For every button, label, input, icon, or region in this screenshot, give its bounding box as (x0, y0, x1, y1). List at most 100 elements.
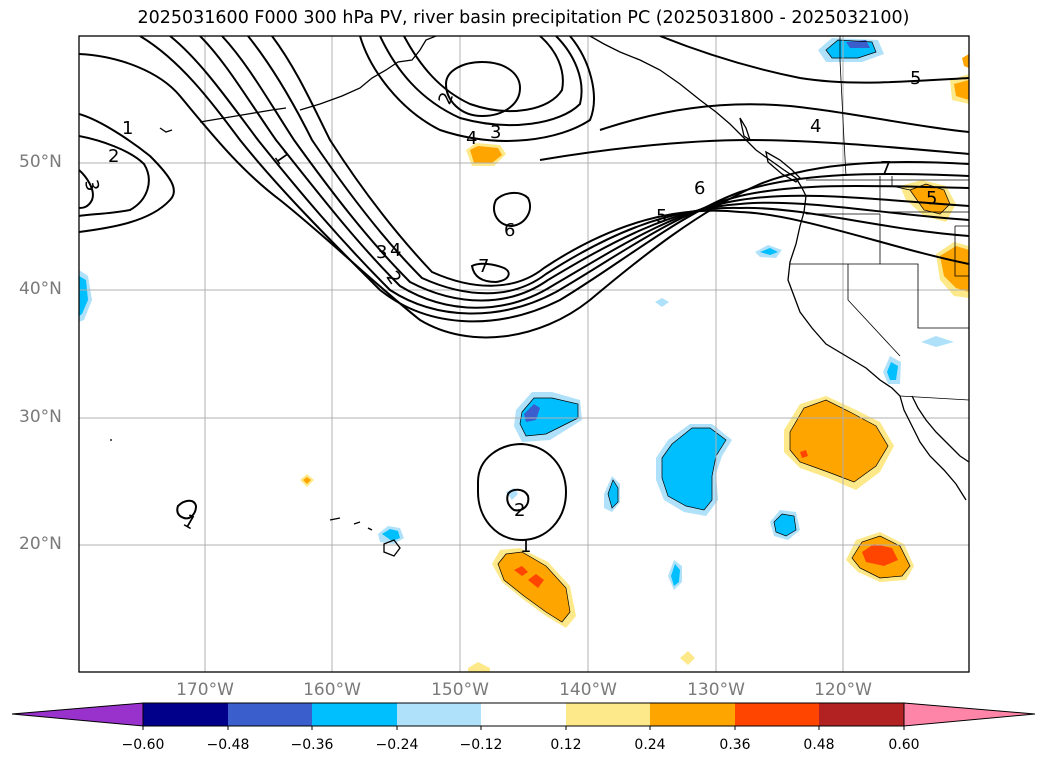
state-borders (790, 36, 969, 401)
colorbar-segment (397, 703, 481, 726)
contour-label: 7 (880, 158, 891, 179)
alaska-coast (299, 36, 437, 111)
plot-area: 1 2 3 2 4 3 1 5 4 6 5 6 7 3 4 2 7 2 1 1 … (79, 36, 969, 672)
us-west-coast (787, 195, 901, 397)
lon-label: 130°W (687, 680, 745, 700)
lat-label: 50°N (19, 152, 62, 172)
colorbar-extend-low (11, 702, 144, 727)
pv-contour (221, 36, 969, 302)
colorbar-tick-label: −0.12 (459, 737, 503, 753)
pv-contour (470, 262, 510, 284)
contour-label: 3 (490, 122, 501, 143)
colorbar-tick-label: 0.12 (550, 737, 582, 753)
precip-pos-patch (514, 566, 528, 576)
pv-contour (403, 36, 564, 113)
pv-contour (379, 36, 583, 127)
precip-neg-patch (662, 428, 726, 510)
contour-label: 7 (478, 256, 489, 277)
precip-pos-patch (910, 184, 950, 214)
precip-neg-patch (671, 564, 680, 586)
precip-neg-patch (921, 336, 954, 347)
pv-contour (359, 36, 595, 142)
baja-gulf-coast (911, 395, 969, 463)
precip-pos-patch (962, 54, 969, 68)
colorbar-segment (735, 703, 819, 726)
contour-label: 6 (504, 220, 515, 241)
precip-pos-patch (470, 146, 502, 163)
precip-pos-patch (303, 477, 311, 484)
precip-neg-patch (79, 276, 88, 316)
colorbar-tick-label: 0.36 (719, 737, 751, 753)
contour-label: 4 (810, 116, 821, 137)
lon-label: 140°W (559, 680, 617, 700)
colorbar (11, 702, 1036, 730)
precip-neg-patch (506, 488, 518, 500)
precip-pos-patch (800, 450, 808, 458)
gulf-alaska-coast (589, 36, 807, 197)
colorbar-tick-label: 0.48 (803, 737, 835, 753)
colorbar-segment (650, 703, 735, 726)
contour-label: 6 (694, 178, 705, 199)
contour-label: 2 (108, 146, 119, 167)
precip-pos-patch (528, 574, 544, 588)
contour-label: 3 (80, 178, 103, 193)
precip-shading (79, 38, 969, 672)
contour-label: 1 (270, 147, 294, 168)
hawaii-islets (329, 517, 373, 531)
precip-outlines (497, 39, 951, 623)
contour-label: 5 (926, 188, 937, 209)
contour-label: 3 (376, 242, 387, 263)
lon-label: 120°W (814, 680, 872, 700)
lat-label: 40°N (19, 279, 62, 299)
pv-contour (271, 36, 969, 287)
pv-contour (444, 60, 522, 118)
pv-contour (79, 169, 94, 209)
pv-contour (139, 36, 969, 323)
contour-label: 1 (520, 536, 531, 557)
colorbar-segment (228, 703, 312, 726)
lat-label: 30°N (19, 407, 62, 427)
pv-contour (79, 113, 175, 233)
colorbar-tick-label: −0.60 (121, 737, 165, 753)
colorbar-tick-label: −0.48 (206, 737, 250, 753)
pv-contour (539, 138, 969, 161)
precip-pos-patch (680, 651, 695, 665)
precip-pos-patch (468, 662, 490, 672)
precip-neg-patch (846, 40, 870, 48)
pv-contour (659, 36, 969, 84)
precip-pos-patch (954, 80, 969, 100)
colorbar-extend-high (903, 702, 1036, 727)
lon-label: 160°W (303, 680, 361, 700)
contour-label: 5 (910, 68, 921, 89)
baja-coast (899, 395, 967, 501)
colorbar-tick-label: −0.36 (290, 737, 334, 753)
offshore-island-1 (159, 127, 173, 133)
colorbar-segment (481, 703, 566, 726)
pv-contour (79, 53, 969, 339)
plot-frame (78, 35, 970, 673)
precip-neg-patch (760, 248, 778, 255)
lon-label: 170°W (176, 680, 234, 700)
contour-label: 2 (514, 500, 525, 521)
colorbar-segment (566, 703, 650, 726)
pv-contour (493, 192, 531, 228)
precip-pos-patch (940, 246, 969, 292)
precip-pos-patch (862, 544, 898, 566)
precip-neg-patch (774, 514, 796, 536)
pv-contour (247, 36, 969, 295)
contour-label: 5 (656, 206, 667, 227)
precip-neg-patch (655, 298, 669, 307)
colorbar-tick-label: 0.24 (634, 737, 666, 753)
aleutian-chain (199, 107, 287, 123)
contour-label: 4 (466, 128, 477, 149)
colorbar-segment (143, 703, 228, 726)
precip-pos-patch (790, 400, 888, 482)
pv-contour (199, 36, 969, 309)
pv-contour (477, 442, 568, 542)
precip-neg-patch (887, 362, 898, 380)
pv-contours (79, 36, 969, 542)
lon-label: 150°W (431, 680, 489, 700)
map-title: 2025031600 F000 300 hPa PV, river basin … (137, 8, 910, 28)
precip-neg-patch (382, 529, 400, 541)
